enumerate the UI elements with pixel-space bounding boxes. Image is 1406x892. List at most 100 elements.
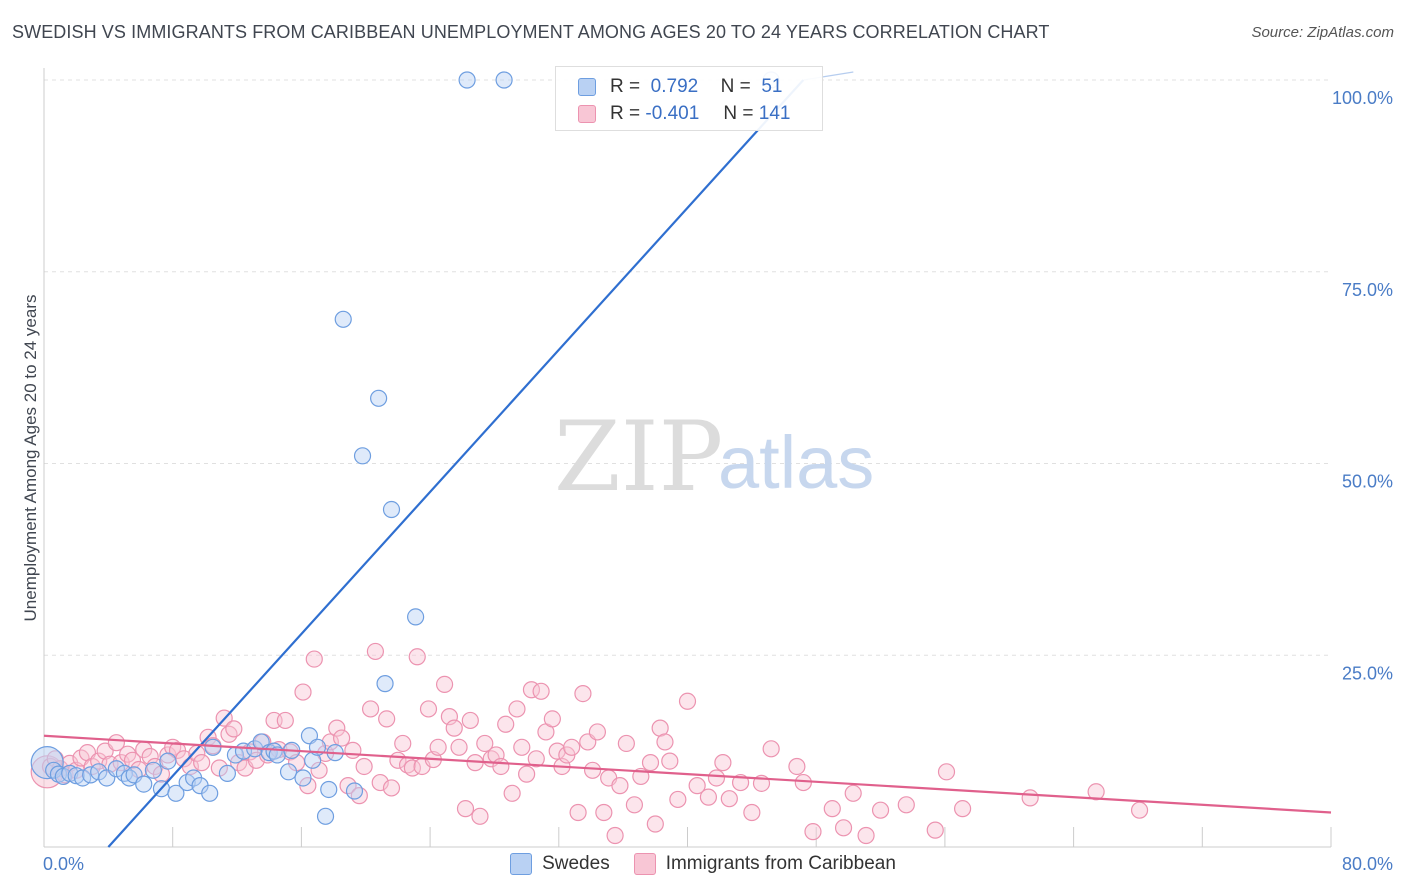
swedes-point — [495, 71, 513, 89]
source-credit: Source: ZipAtlas.com — [1251, 24, 1394, 41]
y-tick-label: 75.0% — [1342, 280, 1393, 300]
caribbean-point — [678, 692, 697, 710]
swedes-point — [370, 389, 388, 407]
caribbean-point — [1130, 801, 1149, 819]
swedes-point — [159, 752, 177, 770]
caribbean-point — [699, 788, 718, 806]
caribbean-point — [225, 720, 243, 738]
caribbean-r-value: -0.401 — [645, 103, 700, 124]
caribbean-point — [611, 777, 629, 795]
caribbean-point — [532, 682, 550, 700]
caribbean-point — [193, 754, 211, 772]
caribbean-point — [220, 725, 238, 743]
watermark-zip: ZIP — [554, 401, 723, 513]
caribbean-point — [669, 790, 687, 809]
caribbean-point — [461, 711, 479, 730]
x-tick-label: 0.0% — [43, 854, 84, 874]
series-legend: Swedes Immigrants from Caribbean — [0, 852, 1406, 876]
y-tick-label: 100.0% — [1332, 88, 1393, 108]
caribbean-point — [508, 700, 526, 718]
caribbean-point — [321, 733, 339, 751]
caribbean-point — [656, 733, 674, 751]
caribbean-point — [1021, 789, 1039, 807]
chart-title: SWEDISH VS IMMIGRANTS FROM CARIBBEAN UNE… — [12, 22, 1050, 42]
caribbean-point — [707, 769, 726, 787]
legend-item-caribbean[interactable]: Immigrants from Caribbean — [633, 853, 896, 875]
caribbean-legend-label: Immigrants from Caribbean — [665, 853, 896, 874]
caribbean-point — [743, 803, 761, 822]
caribbean-point — [471, 807, 489, 825]
caribbean-point — [720, 790, 738, 808]
caribbean-point — [419, 700, 438, 718]
caribbean-point — [569, 803, 587, 822]
caribbean-point — [794, 773, 812, 792]
swedes-point — [345, 782, 364, 800]
caribbean-point — [450, 738, 468, 756]
y-axis-label: Unemployment Among Ages 20 to 24 years — [21, 295, 40, 622]
caribbean-point — [583, 761, 602, 779]
caribbean-point — [714, 754, 732, 772]
legend-item-swedes[interactable]: Swedes — [510, 853, 610, 875]
caribbean-point — [361, 700, 380, 718]
swedes-r-value: 0.792 — [650, 76, 699, 97]
swedes-trend-line — [107, 79, 805, 848]
axes — [43, 68, 1332, 848]
gridlines — [44, 79, 1331, 656]
caribbean-point — [953, 800, 972, 818]
caribbean-point — [456, 800, 475, 818]
caribbean-points — [30, 642, 1149, 845]
caribbean-point — [333, 729, 351, 747]
caribbean-point — [503, 784, 521, 802]
caribbean-point — [435, 675, 454, 693]
swedes-point — [144, 761, 162, 779]
y-tick-label: 50.0% — [1342, 472, 1393, 492]
caribbean-point — [844, 784, 862, 802]
swedes-point — [353, 447, 372, 465]
caribbean-point — [492, 757, 510, 776]
caribbean-point — [141, 747, 159, 766]
caribbean-point — [294, 683, 312, 701]
caribbean-point — [688, 777, 706, 795]
caribbean-point — [378, 710, 396, 728]
tick-labels: 25.0% 50.0% 75.0% 100.0% 0.0% 80.0% — [43, 88, 1393, 874]
caribbean-point — [804, 823, 822, 841]
caribbean-point — [123, 751, 142, 769]
swedes-point — [376, 675, 394, 693]
caribbean-point — [574, 684, 592, 703]
caribbean-point — [366, 642, 385, 661]
caribbean-point — [595, 803, 613, 822]
swedes-point — [279, 763, 298, 781]
caribbean-point — [445, 719, 463, 737]
caribbean-legend-swatch — [633, 853, 656, 875]
caribbean-point — [328, 719, 346, 737]
caribbean-point — [897, 796, 915, 814]
swedes-legend-swatch — [510, 853, 533, 875]
caribbean-n-value: 141 — [758, 103, 791, 124]
swedes-point — [218, 764, 236, 782]
caribbean-point — [497, 715, 515, 733]
caribbean-point — [617, 734, 635, 753]
legend-row-caribbean: R = -0.401 N = 141 — [578, 102, 790, 126]
y-tick-label: 25.0% — [1342, 663, 1393, 683]
caribbean-point — [937, 763, 956, 781]
caribbean-point — [350, 787, 368, 805]
r-label: R = — [610, 103, 641, 124]
swedes-point — [458, 71, 476, 89]
r-label: R = — [610, 76, 641, 97]
caribbean-point — [276, 711, 294, 730]
swedes-point — [201, 784, 219, 802]
swedes-point — [204, 738, 222, 756]
watermark-atlas: atlas — [718, 421, 874, 504]
caribbean-point — [646, 815, 664, 833]
swedes-points — [30, 71, 780, 825]
swedes-swatch — [578, 78, 596, 96]
caribbean-point — [344, 741, 362, 759]
caribbean-point — [588, 723, 607, 741]
watermark: ZIP atlas — [554, 401, 874, 513]
caribbean-point — [641, 754, 660, 772]
caribbean-point — [355, 757, 373, 776]
caribbean-point — [527, 750, 545, 768]
caribbean-point — [871, 801, 890, 819]
swedes-legend-label: Swedes — [542, 853, 610, 874]
